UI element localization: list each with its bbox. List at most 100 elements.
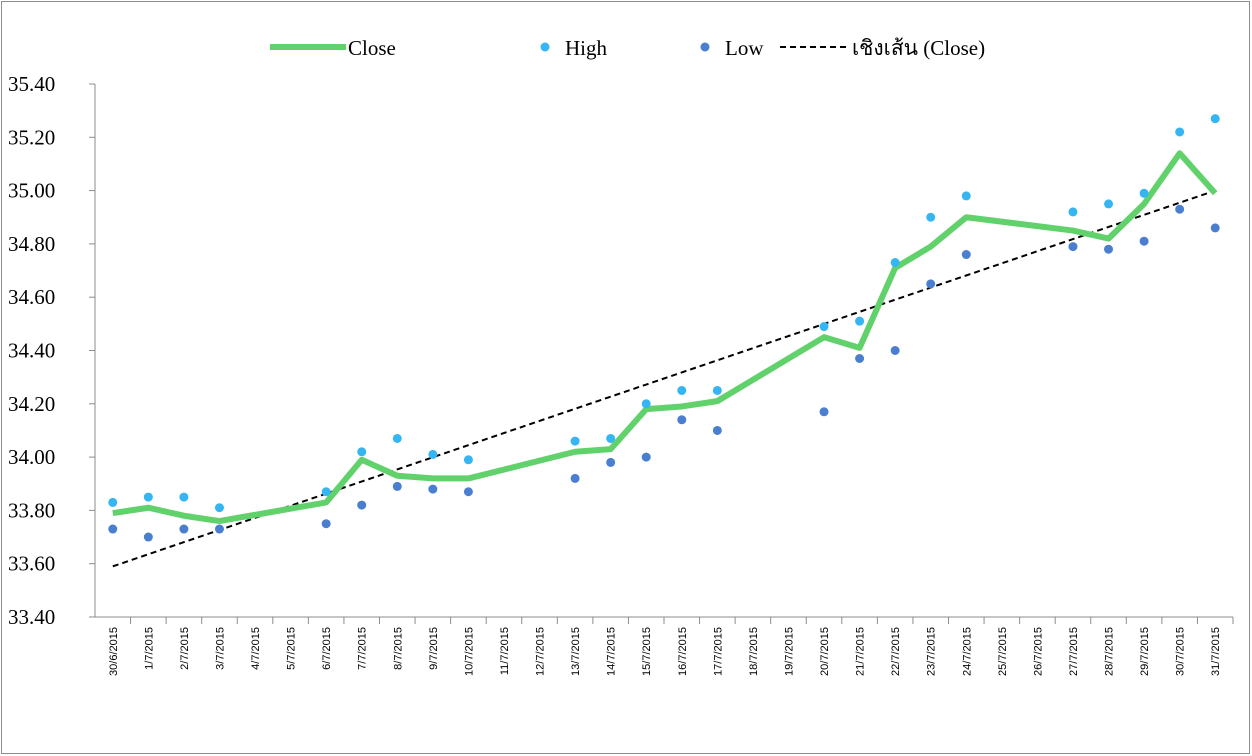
close-line	[112, 150, 1218, 525]
point	[855, 316, 865, 326]
y-tick-label: 33.80	[8, 498, 55, 522]
point	[357, 447, 367, 457]
point	[108, 524, 118, 534]
x-tick-label: 30/7/2015	[1175, 627, 1187, 676]
point	[677, 385, 687, 395]
y-tick-label: 35.40	[8, 72, 55, 96]
x-tick-label: 8/7/2015	[392, 627, 404, 670]
y-tick-label: 33.60	[8, 552, 55, 576]
point	[570, 436, 580, 446]
point	[321, 519, 331, 529]
point	[570, 473, 580, 483]
point	[1210, 223, 1220, 233]
y-tick-label: 34.40	[8, 339, 55, 363]
point	[1068, 207, 1078, 217]
x-tick-label: 29/7/2015	[1139, 627, 1151, 676]
legend-label: Low	[725, 36, 764, 60]
point	[606, 457, 616, 467]
point	[1139, 236, 1149, 246]
x-tick-label: 2/7/2015	[179, 627, 191, 670]
x-tick-label: 16/7/2015	[677, 627, 689, 676]
point	[1139, 188, 1149, 198]
point	[463, 455, 473, 465]
x-tick-label: 11/7/2015	[499, 627, 511, 675]
x-tick-label: 14/7/2015	[606, 627, 618, 676]
point	[606, 433, 616, 443]
point	[392, 433, 402, 443]
point	[926, 212, 936, 222]
x-tick-label: 4/7/2015	[250, 627, 262, 670]
legend-label: High	[565, 36, 608, 60]
point	[392, 481, 402, 491]
point	[214, 524, 224, 534]
point	[1104, 199, 1114, 209]
x-tick-label: 5/7/2015	[286, 627, 298, 670]
point	[1175, 204, 1185, 214]
x-tick-label: 21/7/2015	[855, 627, 867, 676]
point	[641, 399, 651, 409]
point	[890, 258, 900, 268]
x-tick-label: 7/7/2015	[357, 627, 369, 670]
x-tick-label: 1/7/2015	[143, 627, 155, 670]
point	[890, 346, 900, 355]
x-tick-label: 15/7/2015	[641, 627, 653, 676]
y-tick-label: 34.00	[8, 445, 55, 469]
point	[641, 452, 651, 462]
trend-line	[112, 189, 1216, 568]
point	[712, 385, 722, 395]
x-tick-label: 31/7/2015	[1210, 627, 1222, 676]
point	[143, 492, 153, 502]
point	[712, 425, 722, 435]
x-tick-label: 3/7/2015	[214, 627, 226, 670]
legend-label: Close	[348, 36, 396, 60]
point	[961, 191, 971, 201]
point	[214, 503, 224, 513]
x-tick-label: 22/7/2015	[890, 627, 902, 676]
point	[961, 250, 971, 260]
point	[855, 353, 865, 363]
point	[1068, 242, 1078, 252]
x-tick-label: 26/7/2015	[1032, 627, 1044, 676]
point	[819, 407, 829, 417]
x-tick-label: 30/6/2015	[108, 627, 120, 676]
y-tick-label: 35.20	[8, 125, 55, 149]
legend-symbol	[700, 42, 710, 52]
point	[677, 415, 687, 425]
point	[1210, 114, 1220, 124]
point	[463, 487, 473, 497]
y-tick-label: 33.40	[8, 605, 55, 629]
y-tick-label: 35.00	[8, 179, 55, 203]
point	[108, 497, 118, 507]
x-tick-label: 6/7/2015	[321, 627, 333, 670]
y-tick-label: 34.20	[8, 392, 55, 416]
x-tick-label: 9/7/2015	[428, 627, 440, 670]
point	[179, 492, 189, 502]
x-tick-label: 18/7/2015	[748, 627, 760, 676]
point	[1104, 244, 1114, 254]
point	[428, 449, 438, 459]
legend-symbol	[540, 42, 550, 52]
x-tick-label: 19/7/2015	[783, 627, 795, 676]
point	[1175, 127, 1185, 137]
y-tick-label: 34.60	[8, 285, 55, 309]
x-tick-label: 25/7/2015	[997, 627, 1009, 676]
x-tick-label: 12/7/2015	[535, 627, 547, 676]
x-tick-label: 24/7/2015	[961, 627, 973, 676]
x-tick-label: 23/7/2015	[926, 627, 938, 676]
point	[819, 322, 829, 332]
point	[357, 500, 367, 510]
point	[428, 484, 438, 494]
point	[926, 279, 936, 289]
x-tick-label: 20/7/2015	[819, 627, 831, 676]
x-tick-label: 13/7/2015	[570, 627, 582, 676]
x-tick-label: 28/7/2015	[1104, 627, 1116, 676]
legend-label: เชิงเส้น (Close)	[852, 36, 985, 60]
x-tick-label: 27/7/2015	[1068, 627, 1080, 676]
y-tick-label: 34.80	[8, 232, 55, 256]
x-tick-label: 10/7/2015	[463, 627, 475, 676]
point	[143, 532, 153, 542]
point	[321, 487, 331, 497]
